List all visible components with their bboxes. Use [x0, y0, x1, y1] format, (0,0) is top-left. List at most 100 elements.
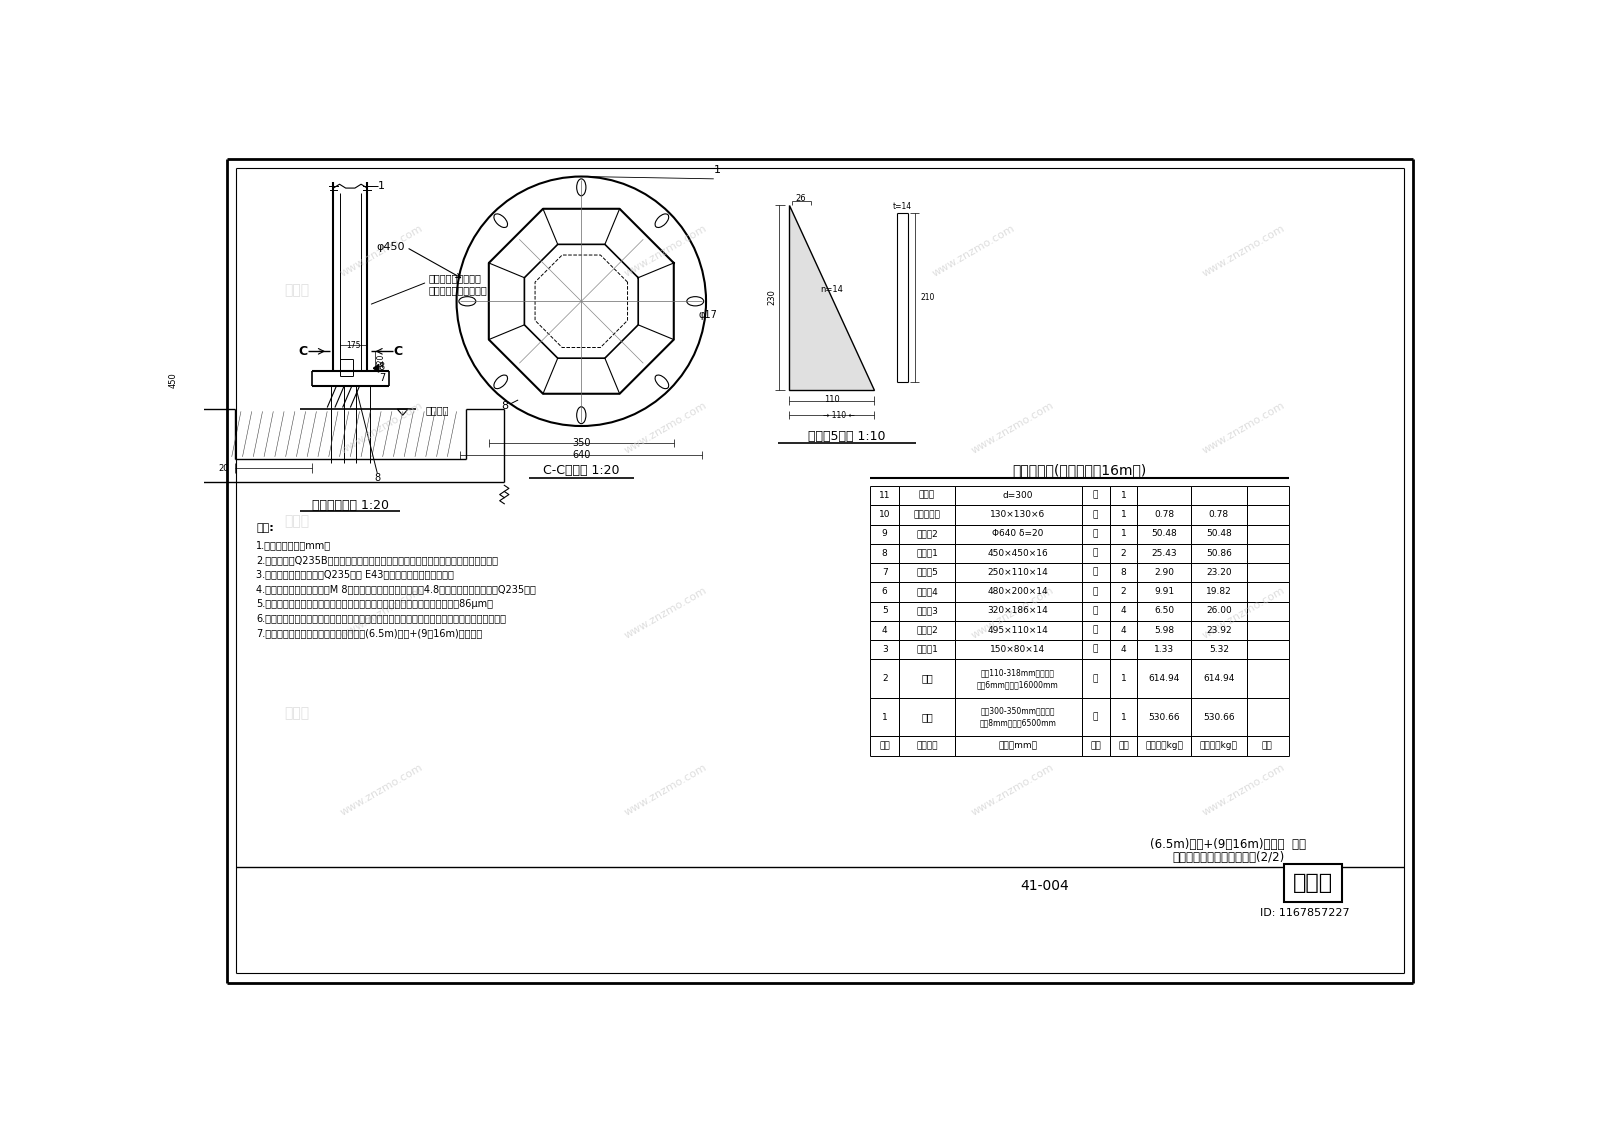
Text: 3: 3 [882, 645, 888, 654]
Text: 640: 640 [573, 450, 590, 460]
Text: www.znzmo.com: www.znzmo.com [338, 400, 424, 456]
Text: 根: 根 [1093, 674, 1098, 683]
Text: 数量: 数量 [1118, 741, 1128, 750]
Text: C-C放大图 1:20: C-C放大图 1:20 [542, 464, 619, 477]
Ellipse shape [494, 214, 507, 227]
Text: 1: 1 [1120, 713, 1126, 722]
Text: → 110 ←: → 110 ← [824, 411, 854, 420]
Text: 法兰盘2: 法兰盘2 [917, 529, 938, 538]
Text: 规格（mm）: 规格（mm） [998, 741, 1037, 750]
Text: 7: 7 [882, 568, 888, 577]
Ellipse shape [494, 375, 507, 389]
Text: 530.66: 530.66 [1203, 713, 1235, 722]
Text: t=14: t=14 [893, 202, 912, 211]
Text: 1: 1 [882, 713, 888, 722]
Text: 530.66: 530.66 [1149, 713, 1181, 722]
Text: 1.33: 1.33 [1154, 645, 1174, 654]
Text: 1: 1 [378, 181, 384, 191]
Text: www.znzmo.com: www.znzmo.com [1200, 762, 1286, 818]
Text: 个: 个 [1093, 510, 1098, 519]
Text: 23.92: 23.92 [1206, 625, 1232, 634]
Text: 2: 2 [1120, 587, 1126, 596]
Text: 450×450×16: 450×450×16 [987, 549, 1048, 558]
Text: www.znzmo.com: www.znzmo.com [1200, 586, 1286, 641]
Text: 加劲杷3: 加劲杷3 [917, 606, 938, 615]
Polygon shape [789, 205, 874, 390]
Text: 614.94: 614.94 [1149, 674, 1179, 683]
Text: 加劲杷2: 加劲杷2 [917, 625, 938, 634]
Text: 2: 2 [1120, 549, 1126, 558]
Text: www.znzmo.com: www.znzmo.com [970, 400, 1056, 456]
Text: 0.78: 0.78 [1154, 510, 1174, 519]
Text: 25.43: 25.43 [1152, 549, 1178, 558]
Text: 杆件内预留接地螺栋: 杆件内预留接地螺栋 [429, 274, 482, 283]
Text: www.znzmo.com: www.znzmo.com [1200, 224, 1286, 279]
Text: 150×80×14: 150×80×14 [990, 645, 1045, 654]
Ellipse shape [654, 375, 669, 389]
Text: 130×130×6: 130×130×6 [990, 510, 1045, 519]
Text: 加劲板5大样 1:10: 加劲板5大样 1:10 [808, 430, 886, 442]
Text: 知本示: 知本示 [1293, 873, 1333, 892]
Text: 横臂封头板: 横臂封头板 [914, 510, 941, 519]
Text: 材料名称: 材料名称 [917, 741, 938, 750]
Text: 495×110×14: 495×110×14 [987, 625, 1048, 634]
Text: ID: 1167857227: ID: 1167857227 [1261, 908, 1350, 918]
Polygon shape [373, 364, 379, 372]
Text: 法兰盘1: 法兰盘1 [917, 549, 938, 558]
Text: 350: 350 [573, 438, 590, 448]
Text: www.znzmo.com: www.znzmo.com [338, 586, 424, 641]
Text: 4: 4 [1120, 606, 1126, 615]
Text: 角管立杆构造及安装施工图(2/2): 角管立杆构造及安装施工图(2/2) [1171, 852, 1285, 864]
Text: 4.螺栋：简体法兰接头采用M 8级普通螺栋，其余注明外径为4.8级普通螺栋，茸径采用Q235锂；: 4.螺栋：简体法兰接头采用M 8级普通螺栋，其余注明外径为4.8级普通螺栋，茸径… [256, 585, 536, 594]
Text: 块: 块 [1093, 645, 1098, 654]
Ellipse shape [686, 296, 704, 305]
Text: d=300: d=300 [1003, 491, 1034, 500]
Text: 知本网: 知本网 [283, 706, 309, 720]
Text: 立杆底部大样 1:20: 立杆底部大样 1:20 [312, 499, 389, 512]
Text: 序号: 序号 [880, 741, 890, 750]
Text: 1: 1 [714, 165, 722, 175]
Text: n=14: n=14 [821, 285, 843, 294]
Text: www.znzmo.com: www.znzmo.com [970, 586, 1056, 641]
Text: 1: 1 [1120, 529, 1126, 538]
Text: 说明:: 说明: [256, 524, 274, 534]
Text: 8: 8 [378, 362, 384, 372]
Text: 250×110×14: 250×110×14 [987, 568, 1048, 577]
Text: 单位: 单位 [1090, 741, 1101, 750]
Text: 23.20: 23.20 [1206, 568, 1232, 577]
Text: 块: 块 [1093, 549, 1098, 558]
Text: 块: 块 [1093, 529, 1098, 538]
Text: 230: 230 [768, 290, 776, 305]
Text: φ450: φ450 [376, 242, 405, 252]
Text: 9: 9 [882, 529, 888, 538]
Text: 横臂: 横臂 [922, 674, 933, 683]
Text: 块: 块 [1093, 606, 1098, 615]
Text: 4: 4 [1120, 645, 1126, 654]
Text: 26.00: 26.00 [1206, 606, 1232, 615]
Text: 50.48: 50.48 [1206, 529, 1232, 538]
Text: 2: 2 [882, 674, 888, 683]
Text: 7: 7 [379, 373, 386, 383]
Text: C: C [298, 345, 307, 357]
Text: 备注: 备注 [1262, 741, 1272, 750]
Text: (6.5m)立杆+(9～16m)横臂管  正八: (6.5m)立杆+(9～16m)横臂管 正八 [1150, 838, 1306, 851]
Text: www.znzmo.com: www.znzmo.com [970, 762, 1056, 818]
Text: 块: 块 [1093, 625, 1098, 634]
Text: 5: 5 [882, 606, 888, 615]
Text: 120: 120 [376, 353, 386, 368]
Text: 壁匹8mm，长度6500mm: 壁匹8mm，长度6500mm [979, 718, 1056, 727]
Text: C: C [394, 345, 403, 357]
Text: www.znzmo.com: www.znzmo.com [338, 224, 424, 279]
Ellipse shape [654, 214, 669, 227]
Text: 5.32: 5.32 [1210, 645, 1229, 654]
Text: 10: 10 [878, 510, 891, 519]
Ellipse shape [576, 407, 586, 424]
Text: 480×200×14: 480×200×14 [987, 587, 1048, 596]
Text: 地面标高: 地面标高 [426, 406, 450, 415]
Text: 5.98: 5.98 [1154, 625, 1174, 634]
Text: 50.48: 50.48 [1152, 529, 1178, 538]
Text: www.znzmo.com: www.znzmo.com [1200, 400, 1286, 456]
Text: www.znzmo.com: www.znzmo.com [931, 224, 1018, 279]
Text: 加劲杷5: 加劲杷5 [917, 568, 938, 577]
Text: 材料数量表(以横臂长度16m计): 材料数量表(以横臂长度16m计) [1013, 464, 1147, 477]
